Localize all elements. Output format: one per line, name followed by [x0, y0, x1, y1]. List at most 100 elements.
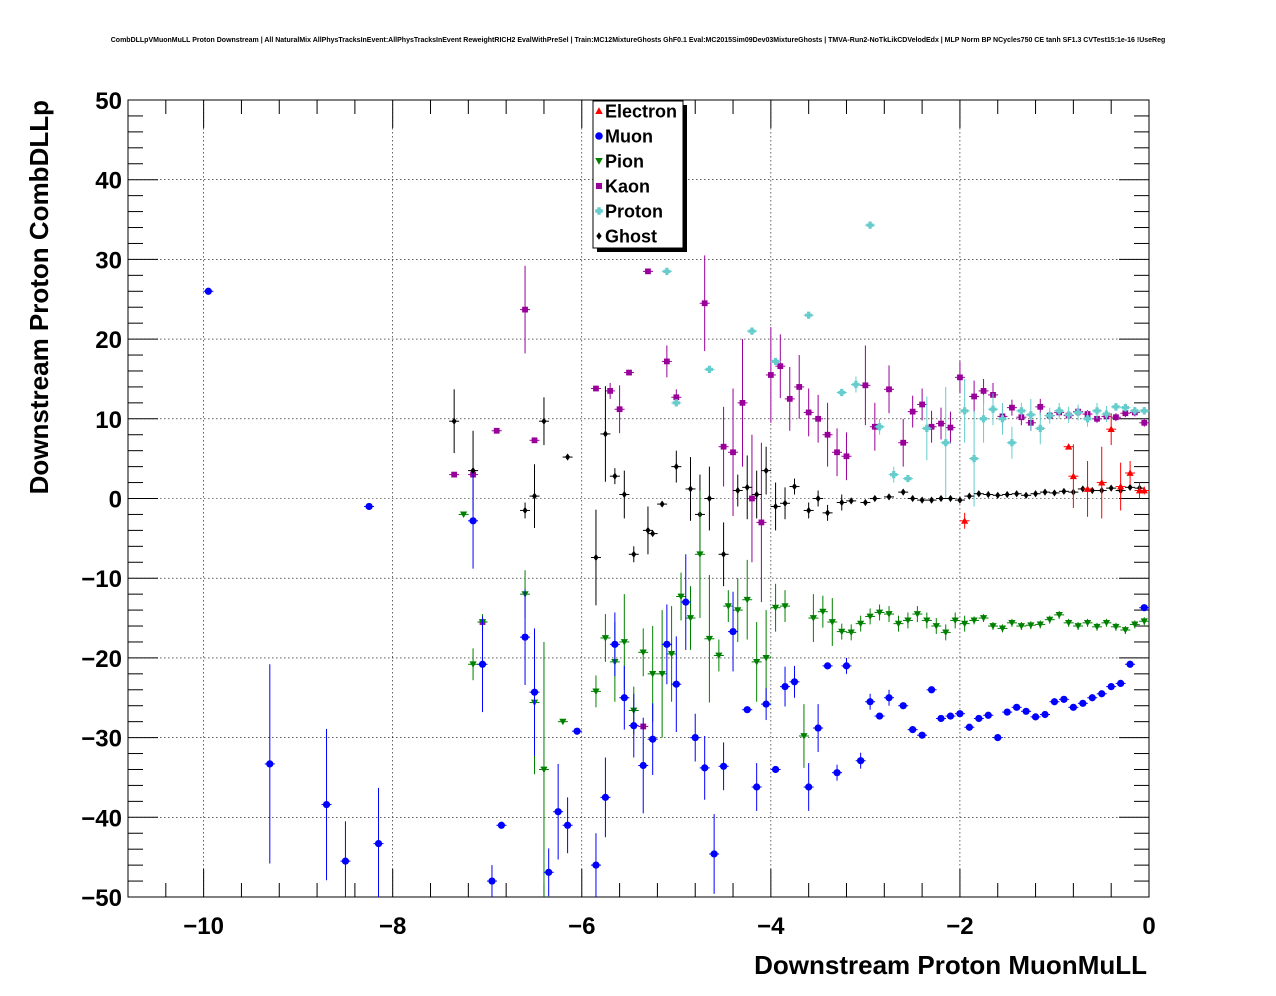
ghost-point-43: [983, 490, 994, 499]
ghost-point-24: [780, 487, 791, 520]
proton-point-2: [704, 365, 715, 373]
pion-point-18: [694, 490, 705, 619]
muon-point-59: [1021, 707, 1032, 715]
ghost-point-37: [926, 496, 937, 504]
kaon-point-57: [1139, 418, 1150, 427]
ghost-point-13: [657, 500, 668, 508]
pion-point-23: [742, 559, 753, 640]
pion-point-44: [950, 612, 961, 629]
muon-point-9: [496, 821, 507, 829]
proton-point-11: [902, 474, 913, 483]
proton-point-10: [888, 466, 899, 483]
pion-point-46: [969, 616, 980, 625]
legend-label-ghost: Ghost: [605, 227, 657, 247]
proton-point-12: [921, 396, 932, 461]
kaon-point-0: [449, 471, 460, 478]
ghost-point-27: [813, 490, 824, 507]
pion-point-0: [458, 511, 469, 519]
proton-point-19: [1006, 426, 1017, 459]
proton-point-3: [746, 327, 757, 335]
muon-point-36: [789, 665, 800, 698]
proton-point-30: [1110, 402, 1121, 411]
legend-entry-electron: Electron: [595, 102, 677, 122]
muon-point-43: [865, 693, 876, 710]
muon-point-4: [340, 821, 351, 897]
x-tick-label-0: −10: [183, 913, 224, 940]
pion-point-6: [557, 718, 568, 726]
muon-point-69: [1115, 679, 1126, 688]
muon-point-38: [813, 704, 824, 752]
ghost-point-14: [671, 450, 682, 483]
ghost-point-36: [917, 496, 928, 504]
x-tick-label-1: −8: [379, 913, 406, 940]
ghost-point-8: [609, 468, 620, 485]
ghost-point-6: [590, 509, 601, 606]
proton-point-9: [874, 418, 885, 435]
muon-point-67: [1096, 690, 1107, 698]
kaon-point-34: [917, 388, 928, 421]
pion-point-64: [1139, 617, 1150, 626]
proton-point-28: [1092, 402, 1103, 419]
ghost-point-29: [836, 494, 847, 511]
pion-point-56: [1063, 618, 1074, 627]
pion-point-30: [817, 595, 828, 628]
muon-point-58: [1011, 703, 1022, 711]
kaon-point-54: [1110, 413, 1121, 422]
muon-point-68: [1106, 682, 1117, 691]
pion-point-15: [666, 606, 677, 702]
kaon-point-29: [860, 345, 871, 426]
kaon-point-4: [520, 265, 531, 354]
x-tick-label-5: 0: [1142, 913, 1155, 940]
proton-point-33: [1139, 406, 1150, 415]
kaon-point-28: [841, 432, 852, 481]
x-tick-label-2: −6: [568, 913, 595, 940]
ghost-point-2: [520, 502, 531, 519]
legend-label-pion: Pion: [605, 152, 644, 172]
muon-point-61: [1040, 710, 1051, 719]
kaon-point-43: [1006, 399, 1017, 416]
ghost-point-56: [1106, 484, 1117, 492]
kaon-point-36: [936, 407, 947, 440]
muon-point-50: [936, 714, 947, 723]
x-tick-label-3: −4: [757, 913, 785, 940]
pion-point-29: [808, 594, 819, 642]
ghost-point-35: [907, 494, 918, 503]
muon-point-34: [770, 765, 781, 774]
pion-point-16: [676, 572, 687, 621]
muon-point-47: [907, 726, 918, 734]
kaon-point-22: [784, 366, 795, 431]
pion-point-57: [1073, 622, 1084, 631]
proton-point-18: [997, 402, 1008, 435]
proton-point-17: [988, 393, 999, 426]
legend-box: [592, 100, 684, 249]
pion-point-40: [912, 606, 923, 623]
legend: Electron Muon Pion Kaon Proton Ghost: [592, 100, 687, 252]
pion-point-35: [865, 608, 876, 625]
ghost-point-39: [945, 494, 956, 503]
y-tick-label-0: −50: [81, 885, 122, 912]
muon-point-18: [609, 612, 620, 677]
muon-point-21: [638, 717, 649, 814]
muon-point-40: [832, 764, 843, 781]
pion-point-36: [874, 604, 885, 621]
muon-point-32: [751, 763, 762, 811]
y-tick-label-7: 20: [95, 327, 122, 354]
ghost-point-47: [1021, 491, 1032, 499]
ghost-point-5: [562, 453, 573, 461]
muon-point-64: [1068, 703, 1079, 711]
pion-point-38: [893, 615, 904, 632]
muon-point-15: [572, 727, 583, 735]
ghost-point-32: [869, 494, 880, 503]
pion-point-42: [931, 618, 942, 634]
muon-point-8: [486, 865, 497, 897]
pion-point-58: [1082, 618, 1093, 627]
pion-point-60: [1101, 618, 1112, 627]
pion-point-20: [713, 639, 724, 672]
ghost-point-49: [1040, 488, 1051, 496]
proton-point-29: [1101, 406, 1112, 422]
muon-point-62: [1049, 698, 1060, 706]
proton-point-26: [1073, 404, 1084, 421]
ghost-point-42: [973, 490, 984, 498]
proton-point-6: [836, 388, 847, 397]
ghost-point-11: [642, 506, 653, 555]
